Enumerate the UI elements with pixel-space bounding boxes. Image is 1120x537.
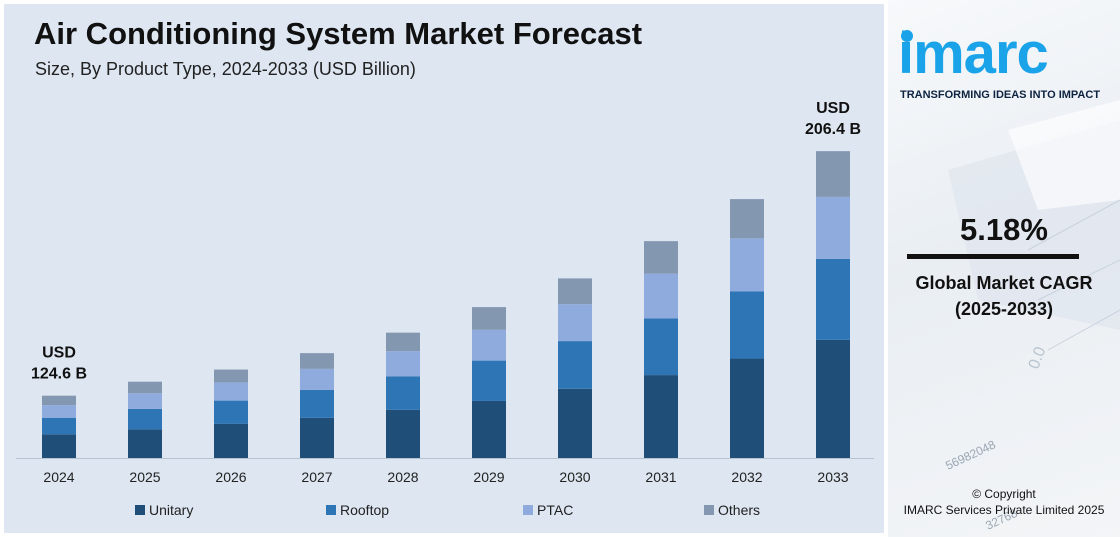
legend-swatch-ptac [523,505,533,515]
bar-segment-others-2032 [730,199,764,239]
bar-segment-others-2033 [816,151,850,197]
bar-segment-ptac-2033 [816,196,850,259]
chart-subtitle: Size, By Product Type, 2024-2033 (USD Bi… [35,59,416,79]
copyright: © Copyright IMARC Services Private Limit… [888,486,1120,518]
bar-segment-others-2024 [42,395,76,406]
legend-item-rooftop: Rooftop [326,502,389,518]
legend-label-rooftop: Rooftop [340,502,390,518]
logo-dot-icon [901,30,913,42]
bar-segment-others-2027 [300,353,334,369]
bar-segment-rooftop-2024 [42,417,76,435]
bar-segment-others-2028 [386,332,420,352]
x-tick-label-2026: 2026 [215,469,246,485]
chart-title: Air Conditioning System Market Forecast [34,16,643,51]
bar-segment-ptac-2029 [472,329,506,361]
bar-segment-unitary-2025 [128,429,162,458]
bar-segment-rooftop-2029 [472,360,506,401]
bar-segment-others-2029 [472,307,506,330]
bar-segment-ptac-2026 [214,382,248,401]
bar-segment-unitary-2030 [558,388,592,458]
legend-swatch-others [704,505,714,515]
background-decoration: 0.0 56982048 32768 [943,100,1120,533]
copyright-line2: IMARC Services Private Limited 2025 [903,503,1105,517]
x-tick-label-2025: 2025 [129,469,160,485]
x-tick-label-2029: 2029 [473,469,504,485]
bar-segment-ptac-2031 [644,273,678,319]
bar-segment-ptac-2024 [42,405,76,418]
data-label-2024-line1: USD [42,345,76,362]
cagr-label: Global Market CAGR (2025-2033) [888,270,1120,322]
bar-segment-others-2026 [214,369,248,383]
bar-segment-others-2030 [558,278,592,305]
bar-segment-unitary-2027 [300,417,334,458]
x-tick-label-2032: 2032 [731,469,762,485]
cagr-divider [907,254,1079,259]
bar-segment-unitary-2031 [644,375,678,458]
bar-chart: 2024 2025 2026 2027 2028 2029 2030 2031 2032 2033… [16,100,874,485]
cagr-value: 5.18% [960,212,1048,247]
chart-legend: Unitary Rooftop PTAC Others [0,502,884,522]
bar-segment-rooftop-2025 [128,408,162,430]
bar-segment-unitary-2026 [214,423,248,458]
bar-segment-ptac-2028 [386,351,420,377]
legend-item-others: Others [704,502,760,518]
bar-segment-unitary-2029 [472,400,506,458]
imarc-logo: imarc [898,24,1110,90]
legend-label-unitary: Unitary [149,502,194,518]
data-label-2024-line2: 124.6 B [31,366,87,383]
cagr-label-line2: (2025-2033) [954,299,1054,319]
bar-segment-unitary-2033 [816,339,850,458]
bar-segment-rooftop-2027 [300,389,334,418]
bar-segment-ptac-2025 [128,393,162,409]
legend-label-ptac: PTAC [537,502,574,518]
bar-segment-unitary-2028 [386,409,420,458]
copyright-line1: © Copyright [972,487,1036,501]
brand-panel: 0.0 56982048 32768 imarc TRANSFORMING ID… [888,0,1120,537]
logo-tagline: TRANSFORMING IDEAS INTO IMPACT [900,89,1101,101]
cagr-label-line1: Global Market CAGR [915,273,1093,293]
bar-segment-ptac-2032 [730,238,764,292]
data-label-2033-line2: 206.4 B [805,121,861,138]
chart-panel: Air Conditioning System Market Forecast … [4,4,884,533]
bar-segment-rooftop-2026 [214,400,248,424]
legend-item-ptac: PTAC [523,502,573,518]
bar-segment-unitary-2024 [42,434,76,458]
x-tick-label-2033: 2033 [817,469,848,485]
bar-segment-rooftop-2028 [386,376,420,410]
bar-segment-others-2031 [644,241,678,274]
x-tick-label-2031: 2031 [645,469,676,485]
bar-segment-others-2025 [128,381,162,394]
svg-text:0.0: 0.0 [1026,345,1050,372]
legend-item-unitary: Unitary [135,502,193,518]
bar-segment-rooftop-2030 [558,341,592,389]
bar-segment-ptac-2027 [300,368,334,390]
bar-segment-ptac-2030 [558,304,592,342]
bar-segment-rooftop-2033 [816,258,850,340]
logo-text: imarc [898,21,1049,86]
data-label-2033-line1: USD [816,100,850,117]
x-tick-label-2024: 2024 [43,469,74,485]
x-tick-label-2030: 2030 [559,469,590,485]
bar-segment-unitary-2032 [730,358,764,458]
x-tick-label-2027: 2027 [301,469,332,485]
x-tick-label-2028: 2028 [387,469,418,485]
legend-swatch-rooftop [326,505,336,515]
bar-segment-rooftop-2032 [730,291,764,359]
legend-swatch-unitary [135,505,145,515]
svg-text:56982048: 56982048 [943,437,998,472]
bar-segment-rooftop-2031 [644,318,678,376]
legend-label-others: Others [718,502,761,518]
